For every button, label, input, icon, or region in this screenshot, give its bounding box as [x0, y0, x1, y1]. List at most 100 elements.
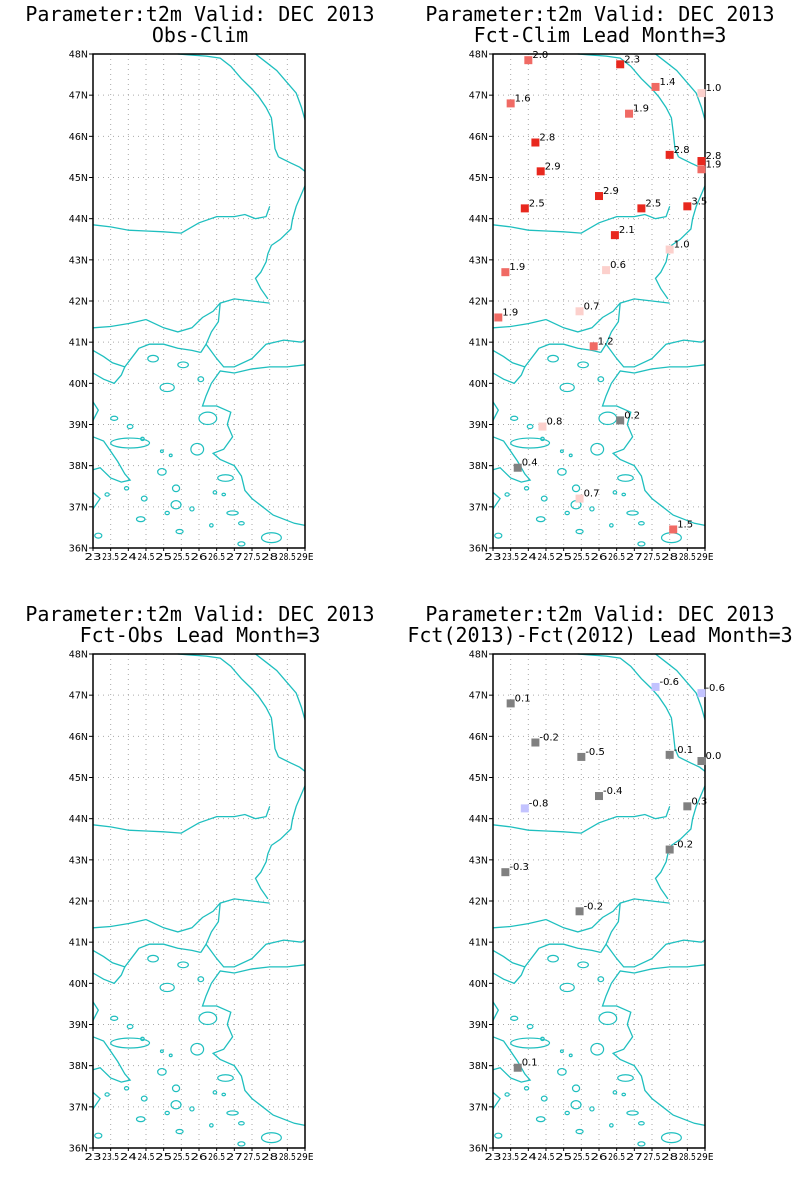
station-value-label: 0.6 — [610, 260, 626, 271]
lat-tick-label: 40N — [69, 979, 88, 990]
station-marker — [520, 804, 529, 813]
station-marker — [595, 792, 603, 801]
coastline — [600, 303, 621, 353]
coastline — [605, 939, 706, 968]
lon-tick-label: 28 — [261, 552, 278, 563]
island — [510, 437, 551, 449]
island — [237, 521, 245, 526]
lon-tick-label: 29E — [297, 1152, 314, 1163]
coastline — [92, 1091, 101, 1110]
coastline — [92, 343, 201, 368]
lon-tick-label: 26 — [591, 552, 608, 563]
island — [237, 1141, 246, 1147]
island — [159, 1049, 164, 1054]
coastline — [492, 401, 500, 421]
station-value-label: -0.2 — [674, 840, 694, 851]
island — [226, 1110, 239, 1116]
station-value-label: 0.7 — [584, 489, 600, 500]
station-value-label: -0.6 — [660, 677, 680, 688]
island — [110, 1037, 151, 1049]
island — [135, 1116, 146, 1123]
island — [157, 1067, 167, 1076]
island — [557, 467, 567, 476]
lat-tick-label: 45N — [69, 173, 88, 184]
island — [494, 532, 503, 539]
lat-tick-label: 45N — [69, 773, 88, 784]
station-marker — [536, 167, 545, 176]
lat-tick-label: 38N — [469, 461, 488, 472]
coastline — [278, 756, 306, 772]
island — [590, 442, 605, 456]
island — [221, 1092, 227, 1097]
coastline — [600, 903, 621, 953]
station-value-label: 1.0 — [674, 240, 690, 251]
island — [577, 361, 590, 369]
station-value-label: 1.5 — [677, 519, 693, 530]
island — [237, 1121, 245, 1126]
coastline — [278, 156, 306, 172]
station-marker — [575, 494, 584, 503]
coastline — [92, 366, 126, 385]
lon-tick-label: 28 — [261, 1152, 278, 1163]
panel-title-line2: Obs-Clim — [151, 23, 249, 47]
lon-tick-label: 24.5 — [138, 552, 155, 563]
island — [104, 1092, 110, 1097]
coastline — [492, 966, 526, 985]
island — [189, 1106, 195, 1112]
island — [589, 506, 595, 512]
panel-title-line2: Fct-Obs Lead Month=3 — [79, 623, 321, 647]
coastline — [601, 983, 706, 1127]
station-value-label: 3.5 — [691, 196, 707, 207]
island — [609, 523, 614, 528]
lat-tick-label: 36N — [469, 544, 488, 555]
lat-tick-label: 44N — [69, 814, 88, 825]
coastline — [254, 185, 306, 300]
lon-tick-label: 23.5 — [102, 552, 119, 563]
station-value-label: 2.9 — [603, 186, 619, 197]
lon-tick-label: 29E — [297, 552, 314, 563]
island — [104, 492, 110, 497]
lat-tick-label: 40N — [69, 379, 88, 390]
island — [126, 423, 134, 430]
coastline — [255, 653, 306, 721]
station-value-label: -0.2 — [539, 733, 559, 744]
island — [170, 1100, 182, 1110]
lon-tick-label: 25 — [155, 1152, 172, 1163]
coastline — [205, 939, 306, 968]
coastline — [492, 1001, 500, 1021]
island — [598, 1011, 618, 1026]
island — [598, 411, 618, 426]
lat-tick-label: 43N — [469, 255, 488, 266]
lon-tick-label: 27.5 — [644, 1152, 661, 1163]
coastline — [92, 206, 271, 234]
station-marker — [513, 1063, 522, 1072]
lat-tick-label: 43N — [69, 255, 88, 266]
island — [612, 1090, 618, 1095]
island — [226, 510, 239, 516]
lat-tick-label: 48N — [469, 50, 488, 61]
coastline — [577, 53, 680, 158]
coastline — [205, 339, 306, 368]
island — [198, 1011, 218, 1026]
island — [260, 1132, 282, 1144]
island — [564, 1110, 570, 1116]
island — [504, 1092, 510, 1097]
lon-tick-label: 25.5 — [573, 1152, 590, 1163]
island — [637, 521, 645, 526]
island — [123, 1086, 130, 1091]
coastline — [610, 364, 706, 384]
island — [140, 436, 145, 442]
island — [147, 354, 159, 363]
island — [559, 1049, 564, 1054]
station-marker — [602, 266, 611, 275]
station-marker — [637, 204, 646, 213]
panel-fct-obs: Parameter:t2m Valid: DEC 2013 Fct-Obs Le… — [0, 600, 400, 1200]
coastline — [492, 898, 670, 933]
lon-tick-label: 28.5 — [679, 552, 696, 563]
island — [189, 506, 195, 512]
coastline — [92, 298, 270, 333]
lat-tick-label: 36N — [469, 1144, 488, 1155]
station-marker — [595, 192, 603, 201]
coastline — [654, 185, 706, 300]
lon-tick-label: 27.5 — [244, 1152, 261, 1163]
